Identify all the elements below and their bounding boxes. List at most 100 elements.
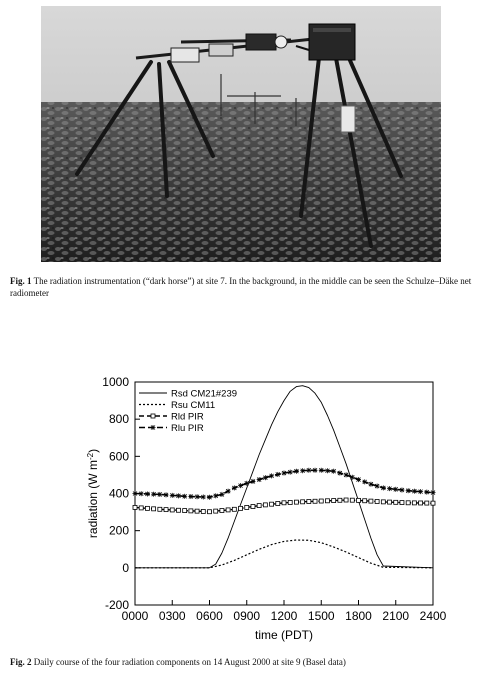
series-4-marker bbox=[331, 468, 337, 474]
series-4-marker bbox=[194, 494, 200, 500]
legend-marker bbox=[150, 413, 156, 419]
series-3-marker bbox=[200, 509, 206, 514]
series-3-marker bbox=[176, 507, 181, 513]
radiation-line-chart: -200 0 200 400 600 800 1000 0000 0300 0600 0900 120… bbox=[86, 375, 447, 642]
series-4-marker bbox=[393, 486, 399, 492]
y-axis-title: radiation (W m-2) bbox=[86, 449, 101, 538]
x-tick-label: 0300 bbox=[159, 609, 186, 623]
series-3-marker bbox=[356, 497, 361, 503]
series-3-marker bbox=[157, 506, 163, 512]
x-tick-label: 2400 bbox=[420, 609, 447, 623]
x-tick-label: 0600 bbox=[196, 609, 223, 623]
series-3-marker bbox=[132, 505, 138, 510]
series-4-marker bbox=[244, 480, 250, 486]
series-3-marker bbox=[343, 497, 349, 503]
series-3-marker bbox=[151, 506, 157, 512]
series-3-marker bbox=[368, 498, 374, 504]
series-3-marker bbox=[244, 505, 250, 510]
series-line-4 bbox=[134, 469, 434, 498]
y-tick-label: 0 bbox=[122, 561, 129, 575]
series-4-marker bbox=[269, 473, 275, 479]
series-3-marker bbox=[262, 502, 268, 508]
series-4-marker bbox=[144, 491, 150, 497]
series-4-marker bbox=[175, 493, 181, 499]
series-4-marker bbox=[306, 467, 312, 473]
series-3-marker bbox=[138, 505, 144, 511]
y-tick-label: 800 bbox=[109, 412, 129, 426]
series-3-marker bbox=[219, 508, 225, 513]
series-3-marker bbox=[207, 509, 212, 515]
y-tick-label: 1000 bbox=[102, 375, 129, 389]
x-tick-label: 1800 bbox=[345, 609, 372, 623]
series-4-marker bbox=[387, 486, 393, 492]
series-4-marker bbox=[374, 483, 380, 489]
series-4-marker bbox=[213, 493, 219, 499]
series-4-marker bbox=[207, 494, 212, 500]
series-4-marker bbox=[132, 491, 138, 496]
series-4-marker bbox=[418, 489, 424, 495]
series-3-marker bbox=[399, 500, 405, 505]
series-3-marker bbox=[331, 498, 337, 503]
series-4-marker bbox=[200, 494, 206, 500]
x-tick-label: 1200 bbox=[271, 609, 298, 623]
series-4-marker bbox=[300, 468, 306, 474]
series-3-marker bbox=[411, 500, 417, 506]
series-4-marker bbox=[157, 491, 163, 497]
series-3-marker bbox=[256, 503, 262, 508]
series-4-marker bbox=[424, 489, 430, 495]
legend-label: Rsd CM21#239 bbox=[171, 389, 237, 400]
series-4-marker bbox=[356, 477, 361, 483]
figure2-caption-label: Fig. 2 bbox=[10, 657, 32, 667]
series-3-marker bbox=[325, 498, 330, 504]
series-3-marker bbox=[374, 499, 380, 504]
series-4-marker bbox=[238, 483, 244, 489]
series-3-marker bbox=[182, 508, 188, 513]
series-3-marker bbox=[238, 505, 243, 511]
series-3-marker bbox=[294, 499, 299, 505]
series-3-marker bbox=[250, 504, 256, 509]
series-4-marker bbox=[287, 469, 293, 475]
series-3-marker bbox=[405, 500, 411, 506]
series-3-marker bbox=[188, 508, 194, 514]
series-4-marker bbox=[275, 471, 281, 477]
series-4-marker bbox=[262, 475, 268, 481]
series-4-marker bbox=[225, 488, 231, 494]
series-4-marker bbox=[281, 470, 287, 476]
series-4-marker bbox=[399, 487, 405, 493]
legend-label: Rlu PIR bbox=[171, 423, 204, 434]
series-line-2 bbox=[135, 539, 434, 569]
series-4-marker bbox=[138, 491, 144, 497]
series-4-marker bbox=[430, 490, 436, 496]
series-3-marker bbox=[194, 508, 200, 514]
x-tick-label: 2100 bbox=[382, 609, 409, 623]
series-3-marker bbox=[318, 498, 324, 504]
series-4-marker bbox=[380, 485, 386, 491]
y-tick-label: 200 bbox=[109, 524, 129, 538]
series-3-marker bbox=[275, 501, 281, 506]
series-4-marker bbox=[151, 491, 157, 497]
series-3-marker bbox=[424, 500, 430, 506]
series-4-marker bbox=[182, 493, 188, 499]
series-4-marker bbox=[337, 470, 343, 476]
y-axis-title-superscript: -2 bbox=[86, 452, 95, 460]
series-4-marker bbox=[250, 478, 256, 484]
series-3-marker bbox=[349, 497, 355, 503]
x-tick-label: 1500 bbox=[308, 609, 335, 623]
series-3-marker bbox=[380, 499, 386, 505]
series-3-marker bbox=[306, 499, 312, 504]
series-3-marker bbox=[145, 505, 150, 511]
figure1-caption: Fig. 1 The radiation instrumentation (“d… bbox=[10, 275, 492, 299]
figure2-caption-text: Daily course of the four radiation compo… bbox=[33, 657, 346, 667]
series-4-marker bbox=[405, 488, 411, 494]
series-4-marker bbox=[368, 481, 374, 487]
series-3-marker bbox=[430, 500, 436, 506]
x-tick-label: 0900 bbox=[233, 609, 260, 623]
series-3-marker bbox=[300, 499, 306, 505]
y-axis-title-main: radiation (W m bbox=[86, 460, 100, 538]
legend-label: Rsu CM11 bbox=[171, 400, 215, 411]
series-3-marker bbox=[312, 498, 318, 504]
y-tick-label: 400 bbox=[109, 487, 129, 501]
series-4-marker bbox=[219, 491, 225, 497]
series-3-marker bbox=[287, 500, 293, 505]
figure2-caption: Fig. 2 Daily course of the four radiatio… bbox=[10, 656, 492, 668]
